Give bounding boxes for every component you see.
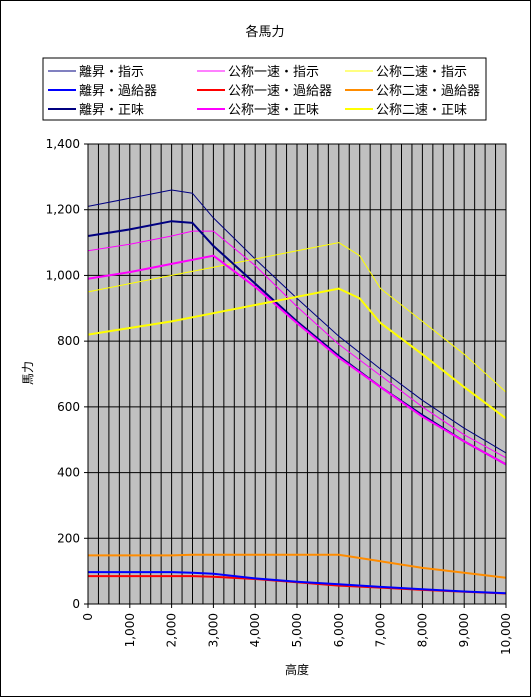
series-line	[87, 242, 507, 393]
y-tick-label: 1,000	[46, 268, 80, 282]
grid	[88, 144, 506, 604]
legend-label: 公称二速・過給器	[376, 84, 480, 99]
y-axis: 0 200 400 600 800 1,000 1,200 1,400	[46, 137, 88, 611]
series-line	[87, 189, 507, 454]
series-line	[87, 287, 507, 420]
series-line	[88, 553, 507, 579]
series-line	[87, 254, 507, 466]
x-tick-label: 3,000	[206, 613, 220, 647]
x-tick-label: 0	[81, 613, 95, 621]
legend-label: 公称一速・正味	[228, 103, 319, 118]
y-tick-label: 1,200	[46, 203, 80, 217]
legend-label: 公称二速・指示	[376, 65, 467, 80]
x-tick-label: 1,000	[123, 613, 137, 647]
chart-title: 各馬力	[245, 24, 284, 40]
series-layer	[87, 189, 507, 595]
legend-label: 公称二速・正味	[376, 103, 467, 118]
y-tick-label: 400	[57, 466, 80, 480]
x-axis: 0 1,000 2,000 3,000 4,000 5,000 6,000 7,000 8,00…	[81, 604, 513, 655]
legend-label: 離昇・指示	[79, 65, 144, 80]
series-line	[87, 230, 507, 459]
legend-label: 離昇・正味	[79, 103, 144, 118]
x-tick-label: 5,000	[290, 613, 304, 647]
x-tick-label: 2,000	[165, 613, 179, 647]
y-axis-label: 馬力	[21, 361, 35, 385]
y-tick-label: 800	[57, 334, 80, 348]
x-tick-label: 9,000	[457, 613, 471, 647]
y-tick-label: 200	[57, 531, 80, 545]
series-line	[88, 571, 507, 595]
x-tick-label: 7,000	[374, 613, 388, 647]
x-axis-label: 高度	[285, 662, 309, 677]
legend-label: 公称一速・指示	[228, 65, 319, 80]
y-tick-label: 600	[57, 400, 80, 414]
legend-label: 離昇・過給器	[79, 84, 157, 99]
x-tick-label: 10,000	[499, 613, 513, 655]
legend-box	[42, 57, 487, 121]
x-tick-label: 8,000	[415, 613, 429, 647]
legend-label: 公称一速・過給器	[228, 84, 332, 99]
y-tick-label: 0	[72, 597, 80, 611]
x-tick-label: 6,000	[332, 613, 346, 647]
y-tick-label: 1,400	[46, 137, 80, 151]
series-line	[87, 220, 507, 466]
x-tick-label: 4,000	[248, 613, 262, 647]
